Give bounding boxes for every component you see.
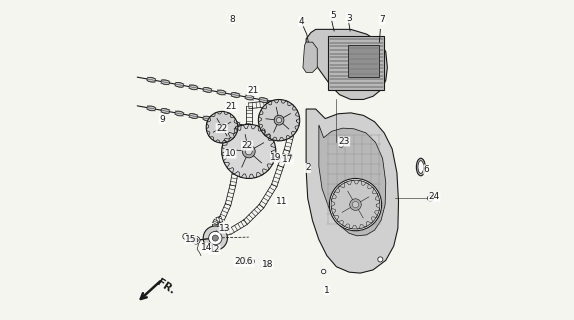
FancyBboxPatch shape [328,36,384,90]
Ellipse shape [245,124,254,129]
Circle shape [258,100,300,141]
Circle shape [378,257,383,262]
Ellipse shape [161,80,170,85]
Circle shape [183,234,188,239]
Circle shape [339,142,344,147]
Ellipse shape [245,95,254,100]
Ellipse shape [147,106,156,111]
Circle shape [194,238,198,242]
Ellipse shape [189,114,197,118]
Text: 18: 18 [262,260,273,269]
Text: 14: 14 [201,243,212,252]
Circle shape [203,226,227,250]
Circle shape [222,124,276,179]
FancyBboxPatch shape [347,45,379,77]
Circle shape [250,259,254,264]
Ellipse shape [189,85,197,90]
Text: 8: 8 [230,15,235,24]
Ellipse shape [203,116,212,121]
Circle shape [192,236,200,244]
Polygon shape [303,42,317,72]
Text: 12: 12 [209,245,220,254]
Text: 6: 6 [424,165,429,174]
Circle shape [238,259,243,264]
Text: 2: 2 [305,164,311,172]
Circle shape [274,115,284,125]
Circle shape [277,117,282,123]
Text: 22: 22 [216,124,227,132]
Ellipse shape [418,161,424,173]
Ellipse shape [259,98,268,103]
Ellipse shape [175,111,184,116]
Text: 21: 21 [247,86,259,95]
Ellipse shape [161,108,170,113]
Ellipse shape [217,90,226,95]
Circle shape [274,155,278,160]
Text: 21: 21 [226,102,237,111]
Text: 1: 1 [324,286,329,295]
Ellipse shape [203,87,212,92]
Text: 7: 7 [379,15,385,24]
Circle shape [329,179,382,231]
Circle shape [350,199,361,211]
Text: 5: 5 [330,12,336,20]
Text: 11: 11 [276,197,287,206]
Circle shape [331,180,380,229]
Circle shape [212,235,218,241]
Circle shape [242,145,255,158]
Text: 24: 24 [429,192,440,201]
Polygon shape [306,109,398,273]
Text: FR.: FR. [155,277,177,296]
Text: 13: 13 [219,224,231,233]
Text: 9: 9 [159,115,165,124]
Circle shape [245,148,252,155]
Polygon shape [319,125,386,236]
Ellipse shape [231,121,240,126]
Text: 10: 10 [224,149,236,158]
Circle shape [428,196,433,201]
Ellipse shape [416,158,425,176]
Circle shape [352,202,359,208]
Text: 3: 3 [346,14,352,23]
Ellipse shape [231,92,240,98]
Text: 15: 15 [185,235,196,244]
Text: 16: 16 [242,258,254,267]
Text: 20: 20 [234,258,246,267]
Circle shape [206,111,238,143]
Circle shape [321,269,326,274]
Text: 17: 17 [282,155,293,164]
Ellipse shape [259,126,268,131]
Circle shape [218,124,226,131]
Text: 22: 22 [242,141,253,150]
Ellipse shape [175,82,184,87]
Text: 23: 23 [338,137,350,146]
Circle shape [209,231,222,245]
Ellipse shape [217,119,226,124]
Ellipse shape [147,77,156,82]
Text: 19: 19 [270,153,282,162]
Text: 4: 4 [298,17,304,26]
Circle shape [265,261,269,266]
Circle shape [220,125,224,129]
Circle shape [288,154,293,159]
Polygon shape [306,29,387,100]
